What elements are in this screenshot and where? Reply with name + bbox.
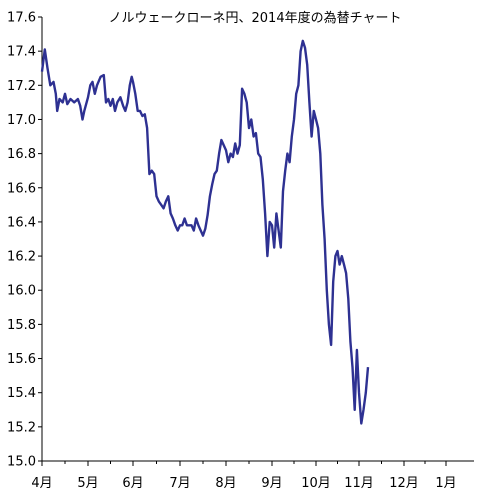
x-tick-label: 10月 [301,476,331,491]
x-tick-label: 9月 [261,476,282,491]
y-axis-ticks: 15.0 15.2 15.4 15.6 15.8 16.0 16.2 16.4 16.6 16.8… [7,11,42,470]
y-tick-label: 16.8 [7,147,36,162]
y-tick-label: 16.6 [7,181,36,196]
y-tick-label: 15.6 [7,352,36,367]
y-tick-label: 17.4 [7,45,36,60]
x-tick-label: 8月 [215,476,236,491]
y-tick-label: 15.8 [7,318,36,333]
y-tick-label: 17.2 [7,79,36,94]
y-tick-label: 17.6 [7,11,36,26]
x-tick-label: 12月 [389,476,419,491]
y-tick-label: 16.2 [7,250,36,265]
x-tick-label: 1月 [435,476,456,491]
x-tick-label: 4月 [31,476,52,491]
y-tick-label: 15.2 [7,420,36,435]
y-tick-label: 17.0 [7,113,36,128]
y-tick-label: 15.4 [7,386,36,401]
chart-title: ノルウェークローネ円、2014年度の為替チャート [109,10,402,26]
series-line [40,39,370,425]
axes [41,17,474,462]
x-tick-label: 6月 [122,476,143,491]
x-axis-ticks: 4月 5月 6月 7月 8月 9月 10月 11月 12月 1月 [31,461,457,491]
x-tick-label: 7月 [169,476,190,491]
y-tick-label: 16.0 [7,284,36,299]
y-tick-label: 15.0 [7,455,36,470]
x-tick-label: 5月 [77,476,98,491]
y-tick-label: 16.4 [7,215,36,230]
x-tick-label: 11月 [344,476,374,491]
